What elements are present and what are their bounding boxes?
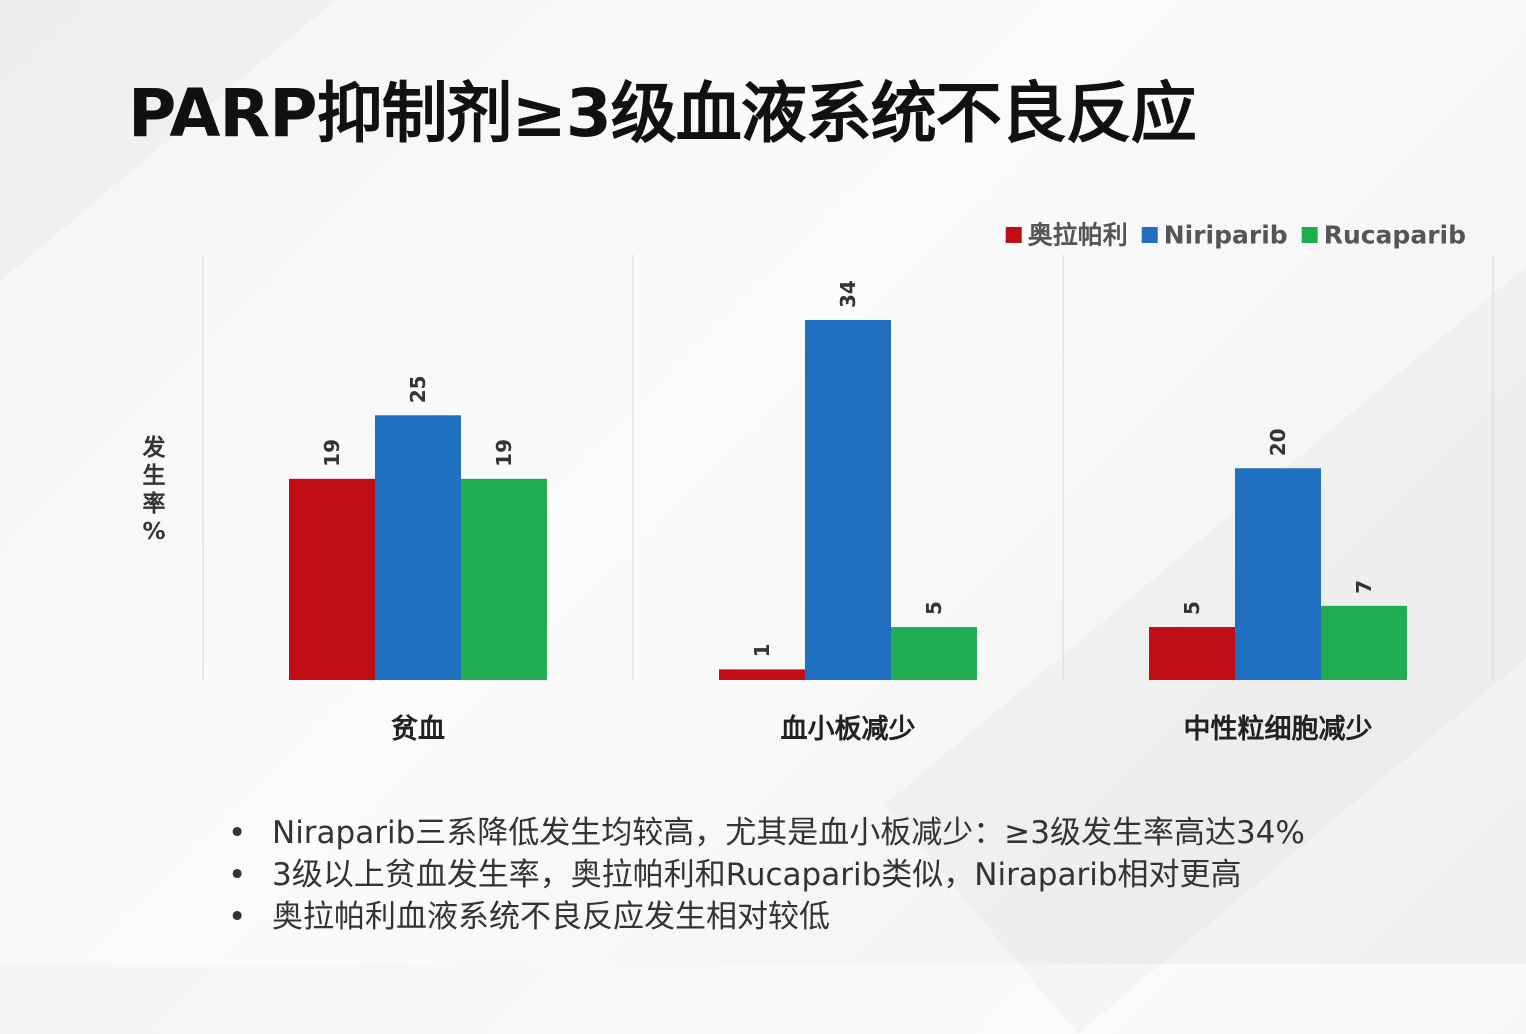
slide-title: PARP抑制剂≥3级血液系统不良反应 xyxy=(128,75,1197,152)
data-label: 19 xyxy=(492,439,516,467)
data-label: 34 xyxy=(836,280,860,308)
data-label: 19 xyxy=(320,439,344,467)
bullet-text: Niraparib三系降低发生均较高，尤其是血小板减少：≥3级发生率高达34% xyxy=(272,815,1305,851)
bullet-item: • 3级以上贫血发生率，奥拉帕利和Rucaparib类似，Niraparib相对更… xyxy=(228,854,1305,896)
y-axis-label: 发 xyxy=(142,434,166,461)
bullet-symbol: • xyxy=(228,899,247,935)
bar xyxy=(1149,627,1235,680)
bar xyxy=(891,627,977,680)
category-label: 中性粒细胞减少 xyxy=(1184,713,1373,745)
data-label: 7 xyxy=(1352,580,1376,594)
data-label: 5 xyxy=(1180,601,1204,615)
category-label: 贫血 xyxy=(391,713,445,745)
legend-swatch xyxy=(1005,227,1022,243)
data-label: 20 xyxy=(1266,428,1290,456)
bullet-item: • Niraparib三系降低发生均较高，尤其是血小板减少：≥3级发生率高达34% xyxy=(228,812,1305,854)
bar xyxy=(805,320,891,680)
bullet-list: • Niraparib三系降低发生均较高，尤其是血小板减少：≥3级发生率高达34%… xyxy=(228,812,1305,938)
bar xyxy=(1321,605,1407,680)
bullet-text: 奥拉帕利血液系统不良反应发生相对较低 xyxy=(272,899,830,935)
bullet-text: 3级以上贫血发生率，奥拉帕利和Rucaparib类似，Niraparib相对更高 xyxy=(272,857,1242,893)
bar xyxy=(289,478,375,680)
y-axis-label: 生 xyxy=(143,463,166,489)
bullet-item: • 奥拉帕利血液系统不良反应发生相对较低 xyxy=(228,896,1305,938)
y-axis-label: 率 xyxy=(143,490,166,517)
legend-label: Niriparib xyxy=(1164,221,1288,250)
bar xyxy=(719,669,805,680)
data-label: 1 xyxy=(750,643,774,657)
legend-swatch xyxy=(1301,227,1318,243)
legend-label: Rucaparib xyxy=(1324,221,1466,250)
bar xyxy=(375,415,461,680)
bar xyxy=(1235,468,1321,680)
data-label: 25 xyxy=(406,375,430,403)
y-axis-label: % xyxy=(142,519,165,545)
bullet-symbol: • xyxy=(228,815,247,851)
bar xyxy=(461,478,547,680)
data-label: 5 xyxy=(922,601,946,615)
bullet-symbol: • xyxy=(228,857,247,893)
legend-swatch xyxy=(1141,227,1158,243)
legend-label: 奥拉帕利 xyxy=(1028,221,1128,250)
bar-chart: 19 25 19 贫血 1 34 5 血小板减少 5 20 7 中性粒细胞减少 发生率% Rucapari… xyxy=(142,221,1494,745)
category-label: 血小板减少 xyxy=(781,714,916,745)
